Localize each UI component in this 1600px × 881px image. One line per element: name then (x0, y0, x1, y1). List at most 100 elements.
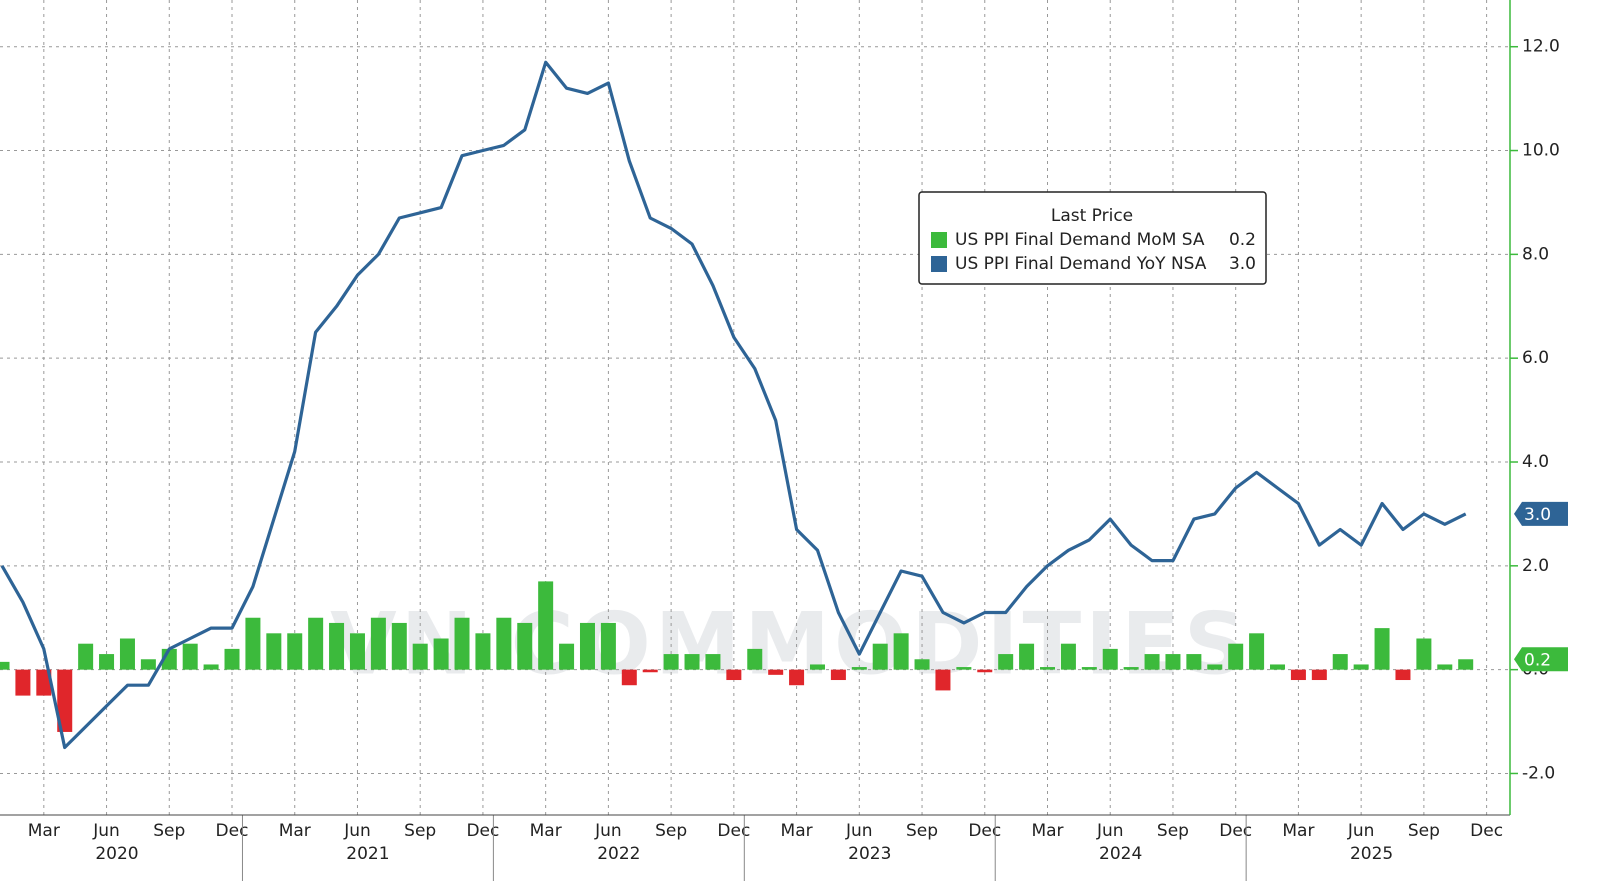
bar (496, 617, 512, 670)
bar (1437, 664, 1453, 670)
y-tick-label: 8.0 (1522, 244, 1549, 264)
year-label: 2023 (848, 844, 891, 864)
x-tick-label: Dec (1219, 821, 1252, 841)
legend: Last Price US PPI Final Demand MoM SA 0.2 U… (918, 191, 1267, 285)
x-tick-label: Jun (92, 821, 120, 841)
bar (1186, 654, 1202, 670)
bar (412, 643, 428, 670)
bar (391, 622, 407, 670)
bar (977, 669, 993, 673)
bar (1144, 654, 1160, 670)
bar (454, 617, 470, 670)
bar (203, 664, 219, 670)
bar (475, 633, 491, 670)
bar (99, 654, 115, 670)
bar (224, 648, 240, 670)
bar (642, 669, 658, 673)
legend-swatch (931, 232, 947, 248)
y-tick-label: -2.0 (1522, 763, 1555, 783)
year-label: 2025 (1350, 844, 1393, 864)
bar (1374, 628, 1390, 670)
bar (119, 638, 135, 670)
bar (1019, 643, 1035, 670)
x-tick-label: Dec (466, 821, 499, 841)
legend-swatch (931, 256, 947, 272)
x-tick-label: Sep (1157, 821, 1189, 841)
bar (36, 669, 52, 696)
bar (747, 648, 763, 670)
bar (559, 643, 575, 670)
year-label: 2020 (95, 844, 138, 864)
year-label: 2024 (1099, 844, 1142, 864)
x-tick-label: Sep (153, 821, 185, 841)
bar (433, 638, 449, 670)
x-tick-label: Jun (343, 821, 371, 841)
bar (600, 622, 616, 670)
bar (370, 617, 386, 670)
bar (935, 669, 951, 691)
bar (893, 633, 909, 670)
x-tick-label: Sep (655, 821, 687, 841)
bar (182, 643, 198, 670)
bar (579, 622, 595, 670)
bar (245, 617, 261, 670)
x-tick-label: Mar (1031, 821, 1063, 841)
legend-label: US PPI Final Demand MoM SA (955, 230, 1205, 250)
bar (809, 664, 825, 670)
bar (1416, 638, 1432, 670)
bar (1123, 667, 1139, 670)
x-tick-label: Dec (216, 821, 249, 841)
x-tick-label: Dec (717, 821, 750, 841)
bar (1249, 633, 1265, 670)
x-tick-label: Jun (594, 821, 622, 841)
bar (1040, 667, 1055, 670)
bar (726, 669, 742, 681)
bar (1332, 654, 1348, 670)
bar (266, 633, 282, 670)
x-tick-label: Mar (1282, 821, 1314, 841)
legend-label: US PPI Final Demand YoY NSA (955, 254, 1207, 274)
year-label: 2021 (346, 844, 389, 864)
bar (998, 654, 1014, 670)
bar (1165, 654, 1181, 670)
bar (57, 669, 73, 732)
x-tick-label: Dec (968, 821, 1001, 841)
bar (789, 669, 805, 686)
legend-box (918, 191, 1267, 285)
bar (287, 633, 303, 670)
legend-value: 3.0 (1229, 254, 1256, 274)
y-tick-label: 4.0 (1522, 452, 1549, 472)
x-tick-label: Dec (1470, 821, 1503, 841)
x-tick-label: Mar (530, 821, 562, 841)
bar (1395, 669, 1411, 681)
bar (914, 659, 930, 670)
x-tick-label: Jun (845, 821, 873, 841)
bar (308, 617, 324, 670)
x-tick-label: Mar (279, 821, 311, 841)
bar (15, 669, 31, 696)
y-tick-label: 10.0 (1522, 141, 1560, 161)
x-tick-label: Sep (1408, 821, 1440, 841)
bar (768, 669, 784, 675)
last-value-badge (1514, 647, 1568, 672)
last-value-badge (1514, 501, 1568, 526)
bar (1060, 643, 1076, 670)
bar (349, 633, 365, 670)
x-tick-label: Mar (781, 821, 813, 841)
x-tick-label: Mar (28, 821, 60, 841)
bar (851, 667, 867, 670)
bar (956, 667, 972, 670)
x-tick-label: Jun (1347, 821, 1375, 841)
last-value-label: 0.2 (1524, 650, 1551, 670)
bar (1311, 669, 1327, 681)
line (0, 60, 1467, 750)
bar (0, 661, 10, 670)
bar (1102, 648, 1118, 670)
last-value-label: 3.0 (1524, 505, 1551, 525)
bar (705, 654, 721, 670)
y-tick-label: 2.0 (1522, 556, 1549, 576)
bar (1207, 664, 1223, 670)
bar (1458, 659, 1474, 670)
